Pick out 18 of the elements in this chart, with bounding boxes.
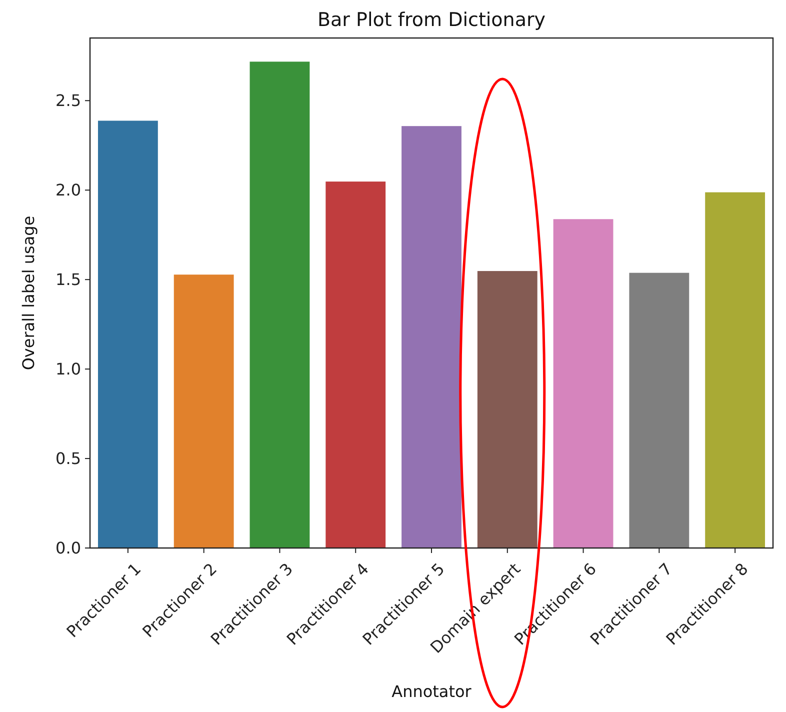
bar xyxy=(248,60,310,548)
x-axis-title: Annotator xyxy=(392,682,472,701)
bar xyxy=(628,272,690,548)
bar xyxy=(324,180,386,548)
bar xyxy=(704,191,766,548)
y-tick-label: 0.5 xyxy=(56,449,81,468)
bar xyxy=(97,120,159,548)
bar xyxy=(173,274,235,548)
y-tick-label: 2.5 xyxy=(56,91,81,110)
y-tick-label: 1.5 xyxy=(56,270,81,290)
chart-title: Bar Plot from Dictionary xyxy=(317,9,546,31)
y-tick-label: 2.0 xyxy=(56,180,81,200)
y-tick-label: 1.0 xyxy=(56,360,81,379)
y-axis-title: Overall label usage xyxy=(19,216,38,370)
bar xyxy=(476,270,538,548)
y-tick-label: 0.0 xyxy=(56,538,81,558)
bar xyxy=(552,218,614,548)
bar xyxy=(400,125,462,548)
